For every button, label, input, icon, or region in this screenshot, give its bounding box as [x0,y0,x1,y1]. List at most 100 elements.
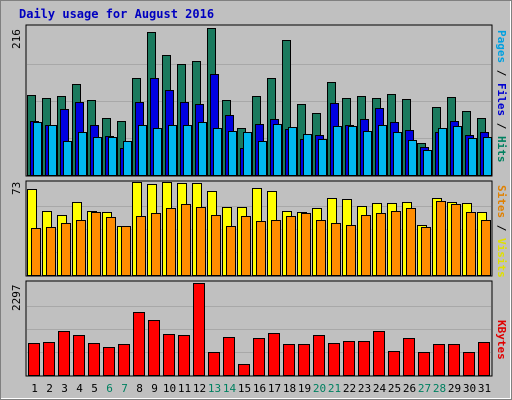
bar-hits-pages-day-1 [33,122,42,176]
bar-kbytes-kbytes-day-14 [223,337,235,376]
bar-kbytes-kbytes-day-19 [298,344,310,376]
bar-kbytes-kbytes-day-11 [178,335,190,376]
bar-hits-pages-day-6 [108,137,117,176]
x-tick-label-day-1: 1 [31,382,38,395]
legend-visits-part-2: Visits [495,238,508,278]
x-tick-label-day-12: 12 [193,382,206,395]
bar-kbytes-kbytes-day-25 [388,351,400,376]
bar-kbytes-kbytes-day-30 [463,352,475,376]
bar-hits-pages-day-23 [363,131,372,176]
y-max-label-hits: 216 [10,29,23,49]
legend-kbytes-part-0: KBytes [495,320,508,360]
bar-kbytes-kbytes-day-9 [148,320,160,376]
bar-hits-pages-day-26 [408,140,417,176]
x-tick-label-day-14: 14 [223,382,237,395]
legend-hits-part-2: Files [495,83,508,116]
bar-hits-pages-day-4 [78,132,87,176]
bar-visits-sites-day-24 [376,213,386,276]
bar-kbytes-kbytes-day-27 [418,352,430,376]
bar-visits-sites-day-23 [361,215,371,276]
legend-hits-part-3: / [495,116,508,136]
bar-kbytes-kbytes-day-22 [343,341,355,376]
bar-kbytes-kbytes-day-24 [373,331,385,376]
bar-hits-pages-day-14 [228,131,237,176]
bar-kbytes-kbytes-day-15 [238,364,250,376]
bar-kbytes-kbytes-day-10 [163,334,175,376]
bar-visits-sites-day-22 [346,225,356,276]
x-tick-label-day-26: 26 [403,382,416,395]
legend-visits-part-0: Sites [495,185,508,218]
legend-hits-part-0: Pages [495,30,508,63]
bar-hits-pages-day-20 [318,139,327,176]
bar-kbytes-kbytes-day-28 [433,344,445,376]
legend-visits-part-1: / [495,218,508,238]
legend-hits: Pages / Files / Hits [495,30,508,163]
bar-hits-pages-day-29 [453,126,462,176]
x-tick-label-day-30: 30 [463,382,476,395]
bar-hits-pages-day-21 [333,126,342,176]
bar-visits-sites-day-31 [481,220,491,276]
x-tick-label-day-25: 25 [388,382,401,395]
bar-kbytes-kbytes-day-7 [118,344,130,376]
legend-hits-part-4: Hits [495,136,508,163]
legend-visits: Sites / Visits [495,185,508,278]
x-tick-label-day-20: 20 [313,382,326,395]
x-tick-label-day-29: 29 [448,382,461,395]
bar-visits-sites-day-12 [196,207,206,276]
bar-kbytes-kbytes-day-1 [28,343,40,376]
bar-hits-pages-day-28 [438,128,447,176]
bar-visits-sites-day-17 [271,220,281,276]
bar-hits-pages-day-17 [273,124,282,176]
bar-visits-sites-day-9 [151,213,161,276]
bar-visits-sites-day-26 [406,208,416,276]
x-axis-labels: 1 2 3 4 5 6 7 8 9 10 11 12 13 14 15 16 17 18 19 20 21 22 23 24 2… [31,382,491,395]
bar-hits-pages-day-16 [258,141,267,176]
x-tick-label-day-4: 4 [76,382,83,395]
x-tick-label-day-7: 7 [121,382,128,395]
x-tick-label-day-13: 13 [208,382,221,395]
bar-hits-pages-day-18 [288,127,297,176]
bar-visits-sites-day-30 [466,212,476,276]
bar-visits-sites-day-18 [286,216,296,276]
bar-hits-pages-day-9 [153,128,162,176]
bar-visits-sites-day-19 [301,213,311,276]
bar-visits-sites-day-2 [46,227,56,276]
bar-kbytes-kbytes-day-13 [208,352,220,376]
x-tick-label-day-27: 27 [418,382,431,395]
bar-hits-pages-day-24 [378,125,387,176]
bar-visits-sites-day-29 [451,204,461,276]
bar-kbytes-kbytes-day-29 [448,344,460,376]
bar-visits-sites-day-3 [61,223,71,276]
bar-kbytes-kbytes-day-20 [313,335,325,376]
bar-kbytes-kbytes-day-3 [58,331,70,376]
bar-visits-sites-day-5 [91,212,101,276]
bar-visits-sites-day-21 [331,223,341,276]
bar-visits-sites-day-16 [256,221,266,276]
bar-visits-sites-day-15 [241,216,251,276]
bar-hits-pages-day-12 [198,122,207,176]
bar-visits-sites-day-25 [391,211,401,276]
x-tick-label-day-22: 22 [343,382,356,395]
y-max-label-visits: 73 [10,182,23,195]
bar-kbytes-kbytes-day-16 [253,338,265,376]
x-tick-label-day-23: 23 [358,382,371,395]
x-tick-label-day-2: 2 [46,382,53,395]
bar-visits-sites-day-4 [76,220,86,276]
bar-kbytes-kbytes-day-23 [358,341,370,376]
x-tick-label-day-5: 5 [91,382,98,395]
bar-hits-pages-day-3 [63,141,72,176]
x-tick-label-day-16: 16 [253,382,266,395]
bar-hits-pages-day-25 [393,132,402,176]
x-tick-label-day-8: 8 [136,382,143,395]
bar-kbytes-kbytes-day-5 [88,343,100,376]
bar-kbytes-kbytes-day-12 [193,283,205,376]
bar-hits-pages-day-22 [348,126,357,176]
x-tick-label-day-19: 19 [298,382,311,395]
bar-kbytes-kbytes-day-21 [328,343,340,376]
bar-kbytes-kbytes-day-18 [283,344,295,376]
bar-kbytes-kbytes-day-31 [478,342,490,376]
bar-kbytes-kbytes-day-8 [133,312,145,376]
x-tick-label-day-28: 28 [433,382,446,395]
legend-kbytes: KBytes [495,320,508,360]
